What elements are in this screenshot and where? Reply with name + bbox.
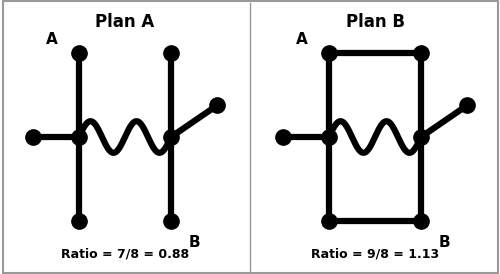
Text: Ratio = 9/8 = 1.13: Ratio = 9/8 = 1.13 bbox=[311, 248, 439, 261]
Text: Ratio = 7/8 = 0.88: Ratio = 7/8 = 0.88 bbox=[61, 248, 189, 261]
Text: B: B bbox=[188, 235, 200, 250]
Text: Plan A: Plan A bbox=[96, 13, 154, 31]
Text: A: A bbox=[46, 32, 58, 47]
Text: Plan B: Plan B bbox=[346, 13, 405, 31]
Text: A: A bbox=[296, 32, 308, 47]
Text: B: B bbox=[438, 235, 450, 250]
